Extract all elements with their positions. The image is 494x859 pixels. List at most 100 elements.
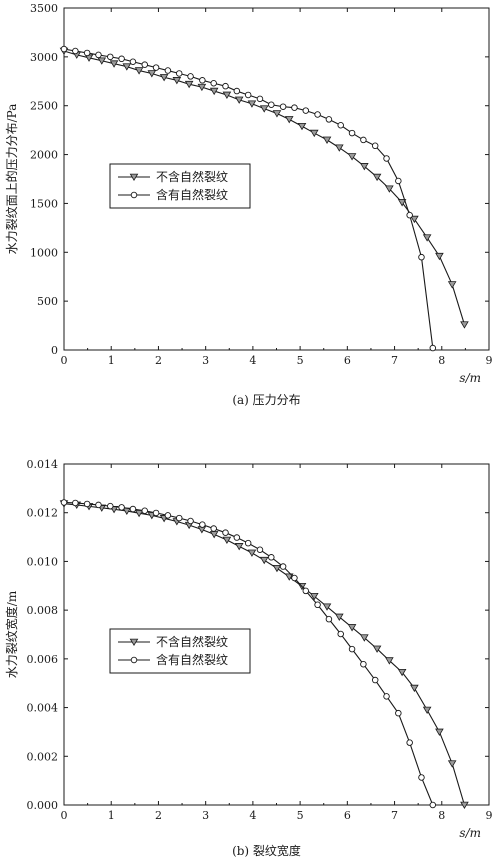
data-point (325, 615, 333, 623)
data-point (447, 760, 457, 768)
data-point (268, 101, 275, 108)
data-point (383, 693, 390, 700)
data-point (325, 116, 333, 123)
data-point (360, 634, 369, 642)
y-tick-label: 0.000 (27, 799, 59, 812)
data-point (291, 104, 298, 111)
data-point (175, 514, 183, 522)
data-point (279, 103, 287, 110)
data-point (429, 344, 437, 352)
data-point (72, 47, 79, 55)
data-point (360, 136, 367, 144)
data-point (107, 53, 114, 61)
data-point (209, 87, 219, 96)
data-point (152, 509, 160, 517)
x-tick-label: 5 (297, 809, 304, 822)
data-point (122, 63, 132, 71)
data-point (410, 215, 419, 224)
y-tick-label: 1500 (30, 197, 58, 210)
data-point (244, 539, 252, 547)
data-point (175, 70, 183, 77)
data-point (60, 499, 68, 506)
data-point (347, 624, 357, 632)
legend-label: 含有自然裂纹 (156, 187, 228, 202)
data-point (209, 531, 219, 539)
data-point (159, 74, 169, 82)
data-point (210, 79, 217, 87)
x-tick-label: 8 (438, 809, 445, 822)
legend-label: 不含自然裂纹 (156, 169, 228, 184)
chart-pressure-distribution: 0 1 2 3 4 5 6 7 8 9 0 500 1000 1500 2000 2500 3000 3500 s/… (4, 2, 493, 407)
y-tick-label: 3000 (30, 51, 58, 64)
data-point (291, 574, 298, 582)
data-point (418, 774, 425, 781)
legend-box (109, 628, 251, 674)
data-point (435, 252, 444, 261)
y-tick-label: 1000 (30, 246, 58, 259)
data-point (406, 211, 413, 219)
data-point (272, 110, 282, 118)
y-tick-label: 500 (37, 295, 58, 308)
data-point (95, 51, 102, 59)
x-tick-label: 7 (391, 809, 398, 822)
data-point (210, 525, 217, 532)
y-tick-label: 0.014 (27, 458, 59, 471)
y-tick-label: 2500 (30, 100, 58, 113)
data-point (302, 587, 310, 595)
data-point (118, 504, 125, 511)
data-point (95, 501, 102, 509)
data-point (247, 549, 257, 557)
x-tick-label: 4 (249, 809, 256, 822)
figure-caption: (a) 压力分布 (232, 393, 300, 407)
data-point (314, 111, 321, 118)
x-axis-label: s/m (459, 371, 481, 385)
data-point (152, 64, 160, 71)
x-tick-label: 3 (202, 809, 209, 822)
data-point (256, 546, 264, 553)
data-point (118, 55, 125, 63)
legend-marker (129, 638, 139, 647)
legend-label: 不含自然裂纹 (156, 634, 228, 649)
data-point (279, 563, 287, 570)
x-tick-label: 8 (438, 354, 445, 367)
data-point (337, 122, 344, 129)
data-point (234, 96, 244, 104)
x-tick-label: 6 (344, 809, 351, 822)
figure-caption: (b) 裂纹宽度 (232, 843, 301, 858)
data-point (385, 185, 394, 193)
data-point (247, 100, 257, 108)
data-point (187, 517, 194, 525)
x-tick-label: 0 (61, 354, 68, 367)
data-point (447, 281, 457, 289)
data-point (360, 660, 367, 668)
data-point (435, 728, 444, 736)
data-point (222, 82, 229, 90)
data-point (383, 155, 390, 162)
legend-box (109, 163, 251, 209)
data-point (322, 603, 332, 611)
data-point (309, 129, 319, 138)
y-tick-label: 0.002 (27, 750, 59, 763)
data-point (371, 142, 379, 150)
y-tick-label: 2000 (30, 149, 58, 162)
data-point (360, 163, 369, 171)
data-point (129, 505, 137, 513)
data-point (83, 500, 91, 508)
x-tick-label: 3 (202, 354, 209, 367)
data-point (335, 613, 344, 621)
data-point (460, 801, 469, 810)
data-point (172, 77, 182, 85)
data-point (187, 73, 194, 80)
data-point (460, 321, 469, 329)
y-tick-label: 0 (51, 344, 58, 357)
data-point (314, 601, 321, 609)
data-point (385, 657, 394, 665)
data-point (337, 630, 344, 638)
x-tick-label: 2 (155, 809, 162, 822)
data-point (302, 107, 310, 114)
y-tick-label: 0.006 (27, 653, 59, 666)
data-point (141, 61, 148, 68)
legend-marker (130, 656, 138, 664)
data-point (109, 60, 119, 68)
